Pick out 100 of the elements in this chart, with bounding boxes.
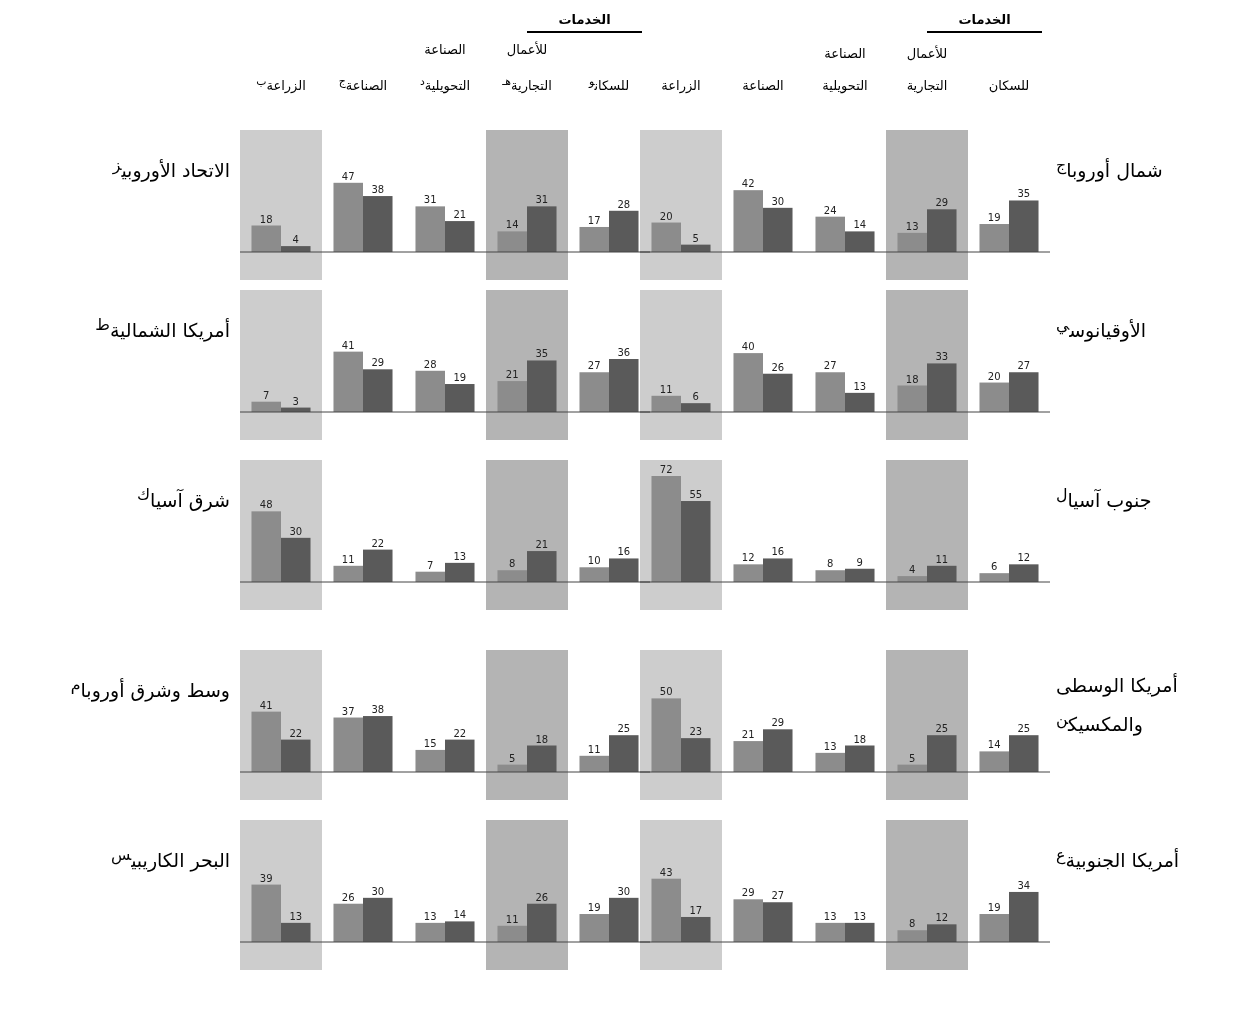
bar (681, 403, 711, 412)
bar (251, 884, 281, 942)
data-label: 31 (535, 194, 549, 206)
data-label: 18 (535, 733, 549, 745)
x-tick-label: الزراعة (660, 77, 702, 96)
bar (681, 738, 711, 772)
data-label: 28 (423, 358, 437, 370)
bar (979, 573, 1009, 582)
data-label: 34 (1017, 879, 1031, 891)
x-tick-label: الصناعة (741, 77, 785, 95)
bar (363, 196, 393, 252)
data-label: 22 (371, 537, 385, 549)
data-label: 17 (587, 214, 601, 226)
chart-title: الاتحاد الأوروبي$^{ز}$ (111, 154, 230, 184)
bar (763, 207, 793, 252)
data-label: 7 (427, 559, 434, 571)
data-label: 41 (341, 339, 355, 351)
data-label: 11 (341, 553, 355, 565)
data-label: 16 (617, 546, 631, 558)
data-label: 21 (453, 209, 467, 221)
bar (1009, 372, 1039, 412)
data-label: 30 (371, 885, 385, 897)
bar (363, 897, 393, 942)
x-tick-label: للسكان$^{و}$ (587, 73, 631, 95)
bar (979, 224, 1009, 252)
data-label: 13 (289, 910, 303, 922)
bar (815, 752, 845, 772)
bar (609, 897, 639, 942)
category-label: للأعمال التجارية (906, 46, 948, 93)
data-label: 37 (341, 705, 355, 717)
bar (897, 385, 927, 412)
data-label: 11 (935, 553, 949, 565)
bar (333, 351, 363, 412)
bar (845, 568, 875, 582)
data-label: 26 (535, 891, 549, 903)
bar (927, 565, 957, 582)
data-label: 4 (292, 234, 299, 246)
bar (281, 739, 311, 772)
data-label: 23 (689, 726, 703, 738)
bar (651, 395, 681, 412)
data-label: 33 (935, 351, 949, 363)
x-tick-label: الزراعة$^{ب}$ (255, 73, 307, 96)
data-label: 17 (689, 904, 703, 916)
bar (415, 206, 445, 252)
bar (363, 549, 393, 582)
data-label: 13 (905, 220, 919, 232)
data-label: 26 (341, 891, 355, 903)
bar (815, 216, 845, 252)
data-label: 11 (505, 913, 519, 925)
text: الخدمات (927, 12, 1042, 33)
data-label: 18 (905, 373, 919, 385)
bar (579, 226, 609, 252)
bar (609, 735, 639, 772)
data-label: 29 (741, 887, 755, 899)
data-label: 6 (692, 391, 699, 403)
data-label: 11 (659, 383, 673, 395)
data-label: 28 (617, 198, 631, 210)
x-tick-label: الصناعة$^{ج}$ (337, 73, 389, 95)
data-label: 19 (453, 372, 467, 384)
category-label: للأعمال التجارية$^{هـ}$ (502, 41, 552, 93)
bar (497, 570, 527, 582)
data-label: 31 (423, 194, 437, 206)
bar (527, 360, 557, 412)
data-label: 12 (741, 552, 755, 564)
data-label: 27 (823, 360, 837, 372)
data-label: 55 (689, 489, 703, 501)
bar (845, 745, 875, 772)
data-label: 38 (371, 184, 385, 196)
data-label: 40 (741, 341, 755, 353)
bar (763, 902, 793, 942)
bar (363, 716, 393, 772)
bar (763, 558, 793, 582)
data-label: 27 (771, 890, 785, 902)
data-label: 19 (987, 212, 1001, 224)
data-label: 21 (505, 369, 519, 381)
data-label: 16 (771, 546, 785, 558)
bar (527, 206, 557, 252)
data-label: 14 (853, 219, 867, 231)
data-label: 22 (289, 727, 303, 739)
bar (415, 370, 445, 412)
data-label: 3 (292, 395, 299, 407)
bar (1009, 200, 1039, 252)
bar (251, 511, 281, 582)
data-label: 18 (853, 733, 867, 745)
data-label: 14 (453, 909, 467, 921)
data-label: 25 (617, 723, 631, 735)
bar (845, 392, 875, 412)
bar (1009, 735, 1039, 772)
data-label: 35 (535, 348, 549, 360)
bar (1009, 564, 1039, 582)
data-label: 24 (823, 204, 837, 216)
bar (763, 729, 793, 772)
data-label: 8 (827, 558, 834, 570)
bar (733, 564, 763, 582)
bar (1009, 891, 1039, 942)
bar (651, 476, 681, 582)
bar (763, 373, 793, 412)
bar (363, 369, 393, 412)
bar (281, 537, 311, 582)
data-label: 29 (771, 717, 785, 729)
